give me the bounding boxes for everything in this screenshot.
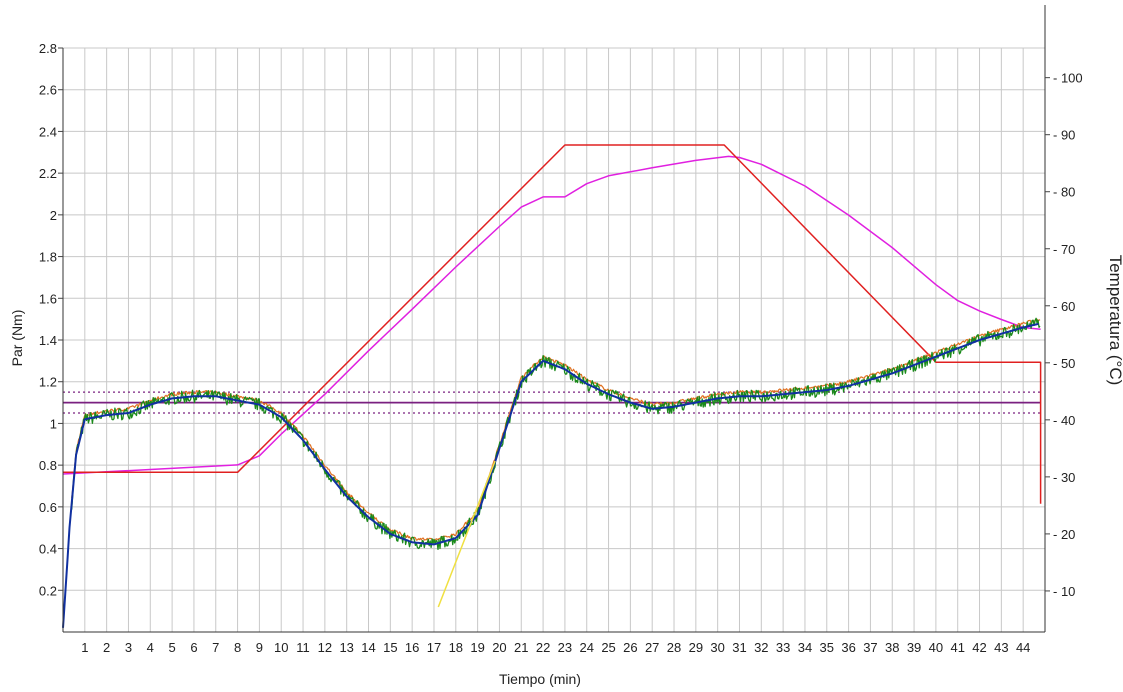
- right-tick-label: - 30: [1053, 470, 1075, 485]
- x-tick-label: 31: [732, 640, 746, 655]
- left-tick-label: 0.6: [39, 500, 57, 515]
- right-axis-label: Temperatura (°C): [1106, 255, 1123, 386]
- x-tick-label: 26: [623, 640, 637, 655]
- x-tick-label: 38: [885, 640, 899, 655]
- x-tick-label: 43: [994, 640, 1008, 655]
- x-tick-label: 15: [383, 640, 397, 655]
- x-tick-label: 13: [339, 640, 353, 655]
- x-tick-label: 20: [492, 640, 506, 655]
- left-tick-label: 1.6: [39, 291, 57, 306]
- x-tick-label: 5: [168, 640, 175, 655]
- left-tick-label: 2.4: [39, 124, 57, 139]
- x-tick-label: 29: [689, 640, 703, 655]
- x-tick-label: 7: [212, 640, 219, 655]
- x-tick-label: 23: [558, 640, 572, 655]
- x-tick-label: 28: [667, 640, 681, 655]
- series-line-torque-upper: [71, 318, 1041, 542]
- x-tick-label: 1: [81, 640, 88, 655]
- x-tick-label: 12: [318, 640, 332, 655]
- plot-frame: [62, 5, 1046, 633]
- x-tick-label: 3: [125, 640, 132, 655]
- x-tick-label: 17: [427, 640, 441, 655]
- left-tick-label: 2.8: [39, 41, 57, 56]
- x-tick-label: 42: [972, 640, 986, 655]
- x-tick-label: 32: [754, 640, 768, 655]
- right-tick-label: - 10: [1053, 584, 1075, 599]
- x-tick-label: 30: [710, 640, 724, 655]
- x-tick-label: 16: [405, 640, 419, 655]
- x-tick-label: 33: [776, 640, 790, 655]
- right-axis-ticks: - 10 - 20 - 30 - 40 - 50 - 60 - 70 - 80 - 90 - 10…: [1045, 71, 1083, 599]
- left-tick-label: 2.2: [39, 166, 57, 181]
- x-tick-label: 22: [536, 640, 550, 655]
- x-tick-label: 35: [820, 640, 834, 655]
- x-tick-label: 10: [274, 640, 288, 655]
- left-axis-label: Par (Nm): [9, 310, 25, 367]
- right-tick-label: - 60: [1053, 299, 1075, 314]
- x-tick-label: 4: [147, 640, 154, 655]
- x-tick-label: 37: [863, 640, 877, 655]
- plot-marks: [62, 144, 1042, 628]
- left-tick-label: 0.8: [39, 458, 57, 473]
- x-tick-label: 2: [103, 640, 110, 655]
- grid: [63, 47, 1045, 632]
- right-tick-label: - 80: [1053, 185, 1075, 200]
- left-tick-label: 0.2: [39, 583, 57, 598]
- x-tick-label: 41: [950, 640, 964, 655]
- x-tick-label: 39: [907, 640, 921, 655]
- x-axis-label: Tiempo (min): [499, 671, 581, 687]
- x-axis-ticks: 1 2 3 4 5 6 7 8 9 10 11 12 13 14 15 16 17 18 19 20 21 22 23 24 2…: [81, 640, 1030, 655]
- left-tick-label: 1.2: [39, 375, 57, 390]
- x-tick-label: 36: [841, 640, 855, 655]
- x-tick-label: 19: [470, 640, 484, 655]
- x-tick-label: 8: [234, 640, 241, 655]
- left-tick-label: 2.6: [39, 83, 57, 98]
- x-tick-label: 40: [929, 640, 943, 655]
- right-tick-label: - 100: [1053, 71, 1083, 86]
- x-tick-label: 34: [798, 640, 812, 655]
- left-tick-label: 0.4: [39, 542, 57, 557]
- left-tick-label: 1.4: [39, 333, 57, 348]
- right-tick-label: - 70: [1053, 242, 1075, 257]
- series-line-actual-temp: [62, 155, 1041, 475]
- x-tick-label: 44: [1016, 640, 1030, 655]
- x-tick-label: 21: [514, 640, 528, 655]
- x-tick-label: 24: [579, 640, 593, 655]
- x-tick-label: 18: [449, 640, 463, 655]
- left-tick-label: 1.8: [39, 250, 57, 265]
- right-tick-label: - 50: [1053, 356, 1075, 371]
- right-tick-label: - 40: [1053, 413, 1075, 428]
- right-tick-label: - 20: [1053, 527, 1075, 542]
- x-tick-label: 25: [601, 640, 615, 655]
- x-tick-label: 6: [190, 640, 197, 655]
- x-tick-label: 14: [361, 640, 375, 655]
- left-tick-label: 1: [50, 416, 57, 431]
- series-line-torque-smooth: [62, 322, 1039, 628]
- x-tick-label: 27: [645, 640, 659, 655]
- series-line-torque-raw: [71, 317, 1041, 551]
- x-tick-label: 9: [256, 640, 263, 655]
- right-tick-label: - 90: [1053, 128, 1075, 143]
- series-line-setpoint: [63, 144, 1042, 504]
- series-line-tangent: [437, 460, 496, 608]
- x-tick-label: 11: [296, 640, 310, 655]
- left-tick-label: 2: [50, 208, 57, 223]
- left-axis-ticks: 0.2 0.4 0.6 0.8 1 1.2 1.4 1.6 1.8 2 2.2 2.4 2.6 2.8: [39, 41, 63, 598]
